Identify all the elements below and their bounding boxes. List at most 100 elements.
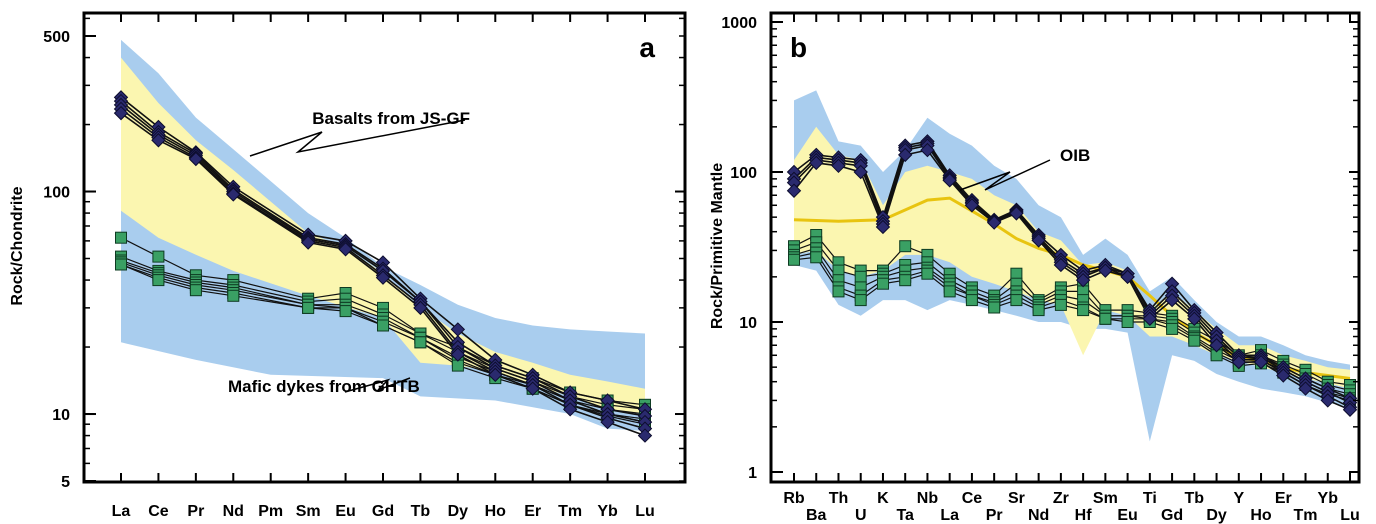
square-marker [965, 294, 978, 307]
x-tick-label: Pr [187, 503, 204, 520]
yellow-field-area [121, 57, 645, 414]
x-tick-label: K [877, 490, 889, 507]
x-tick-label: Dy [1206, 507, 1227, 524]
y-tick-label: 100 [43, 185, 70, 202]
x-tick-label: Ho [485, 503, 507, 520]
square-marker [988, 301, 1001, 314]
diamond-marker [1320, 393, 1335, 408]
x-tick-label: Tm [1294, 507, 1318, 524]
panel-a-frame [82, 11, 687, 484]
square-marker [1010, 294, 1023, 307]
diamond-marker [525, 381, 540, 396]
diamond-marker [897, 147, 913, 163]
diamond-marker [1053, 257, 1069, 273]
x-tick-label: Ce [148, 503, 169, 520]
x-tick-label: Tb [1185, 490, 1205, 507]
x-tick-label: Gd [1161, 507, 1183, 524]
yellow-field-area [794, 126, 1350, 389]
x-tick-label: La [940, 507, 959, 524]
panel-a-annotations: Basalts from JS-GF Mafic dykes from GHTB [228, 109, 470, 396]
annotation-label: Basalts from JS-GF [312, 109, 470, 128]
x-tick-label: Dy [448, 503, 469, 520]
panel-b-annotations: OIB [959, 146, 1090, 191]
x-tick-label: Hf [1075, 507, 1093, 524]
square-marker [1077, 304, 1090, 317]
diamond-marker [831, 158, 846, 173]
x-tick-label: Ta [896, 507, 914, 524]
x-tick-label: Tm [558, 503, 582, 520]
diamond-marker [964, 198, 980, 213]
square-series-line [120, 263, 646, 425]
diamond-series-line [120, 112, 646, 437]
square-series-line [120, 261, 646, 420]
diamond-marker [1276, 368, 1291, 383]
panel-a-letter: a [639, 32, 655, 63]
diamond-marker [1298, 381, 1313, 396]
square-marker [414, 336, 427, 349]
x-tick-label: Sr [1008, 490, 1025, 507]
square-series-line [120, 237, 646, 406]
x-tick-label: Zr [1053, 490, 1069, 507]
x-tick-label: Er [524, 503, 541, 520]
square-marker [899, 274, 912, 287]
square-marker [152, 250, 165, 263]
square-marker [1121, 316, 1134, 328]
square-marker [943, 285, 956, 298]
x-tick-label: Yb [1318, 490, 1339, 507]
square-marker [832, 285, 845, 298]
diamond-marker [1009, 206, 1024, 221]
x-tick-label: Pr [986, 507, 1003, 524]
diamond-marker [1231, 354, 1247, 370]
diamond-marker [1342, 402, 1358, 417]
diamond-marker [151, 133, 166, 148]
y-tick-label: 100 [730, 165, 757, 182]
diamond-marker [786, 183, 802, 198]
square-marker [189, 284, 202, 297]
panel-b-letter: b [790, 32, 807, 63]
diamond-marker [875, 219, 891, 235]
square-marker [451, 359, 464, 372]
square-marker [302, 301, 315, 314]
diamond-marker [1075, 272, 1091, 288]
panel-a-chart: La Ce Pr Nd Pm Sm Eu Gd Tb Dy Ho Er Tm Yb Lu500100105 … [9, 11, 687, 520]
y-tick-label: 1000 [721, 15, 757, 32]
square-marker [377, 319, 389, 332]
diamond-marker [600, 414, 615, 430]
square-marker [1166, 322, 1179, 335]
square-series-line [120, 256, 646, 410]
x-tick-label: Eu [335, 503, 355, 520]
diamond-marker [113, 105, 129, 121]
diamond-marker [1253, 354, 1269, 370]
x-tick-label: Lu [635, 503, 655, 520]
diamond-marker [488, 367, 503, 383]
diamond-marker [809, 155, 824, 171]
square-marker [1188, 334, 1201, 347]
x-tick-label: Y [1233, 490, 1244, 507]
diamond-marker [413, 300, 428, 316]
x-tick-label: La [112, 503, 131, 520]
blue-field-area [121, 39, 645, 431]
y-tick-label: 10 [52, 407, 70, 424]
square-marker [115, 258, 127, 271]
square-marker [152, 274, 165, 287]
square-marker [854, 294, 867, 307]
x-tick-label: Ba [806, 507, 827, 524]
x-tick-label: Eu [1117, 507, 1137, 524]
panel-b-frame [769, 11, 1361, 484]
diamond-marker [450, 347, 466, 362]
square-marker [227, 289, 240, 302]
diamond-marker [188, 151, 204, 167]
x-tick-label: Nb [917, 490, 939, 507]
panel-a-ticks: La Ce Pr Nd Pm Sm Eu Gd Tb Dy Ho Er Tm Yb Lu 500 100 10 5 [43, 13, 685, 520]
diamond-marker [375, 270, 391, 285]
x-tick-label: Tb [411, 503, 431, 520]
x-tick-label: Sm [1093, 490, 1118, 507]
panel-a-series [113, 90, 653, 443]
square-marker [1032, 304, 1045, 317]
diamond-marker [986, 215, 1002, 230]
x-tick-label: Ce [962, 490, 983, 507]
x-tick-label: Er [1275, 490, 1292, 507]
annotation-leader [344, 377, 411, 393]
